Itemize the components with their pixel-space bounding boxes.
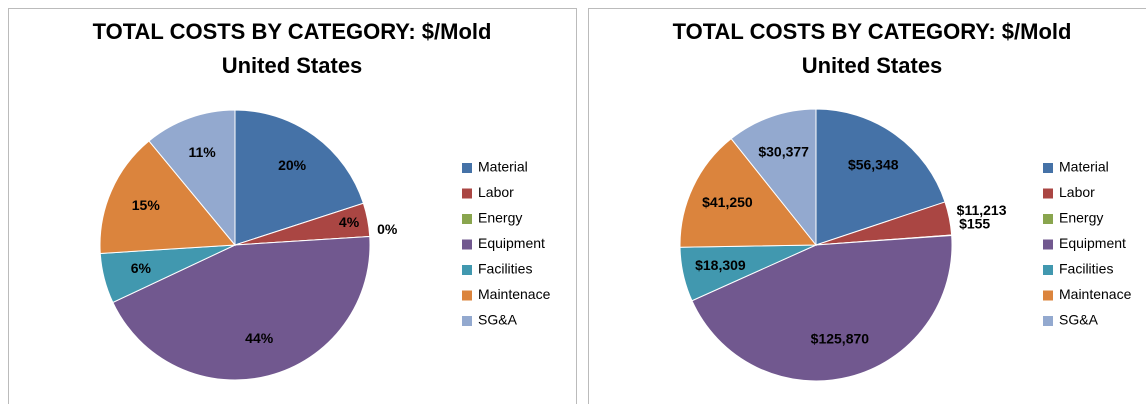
legend-label: SG&A — [1059, 312, 1099, 328]
pie-slice — [679, 137, 818, 248]
legend-label: Energy — [478, 210, 522, 226]
legend-swatch — [1043, 214, 1053, 224]
legend-swatch — [462, 214, 472, 224]
data-label: 0% — [377, 221, 398, 237]
data-label: $11,213 — [957, 202, 1007, 218]
pie-slice — [234, 109, 365, 246]
pie-slice — [815, 108, 946, 246]
legend-swatch — [462, 290, 472, 301]
legend-swatch — [1043, 188, 1053, 199]
legend-label: SG&A — [478, 312, 518, 328]
legend-label: Equipment — [1059, 235, 1126, 251]
legend-label: Energy — [1059, 210, 1103, 226]
data-label: 6% — [131, 260, 152, 276]
legend-label: Labor — [478, 184, 514, 200]
data-label: 15% — [132, 197, 161, 213]
chart-title: TOTAL COSTS BY CATEGORY: $/Mold — [93, 19, 492, 44]
legend-label: Equipment — [478, 235, 545, 251]
legend-swatch — [1043, 265, 1053, 275]
data-label: 11% — [188, 144, 216, 160]
legend-swatch — [462, 316, 472, 326]
data-label: $41,250 — [702, 194, 753, 210]
data-label: 20% — [278, 157, 307, 173]
legend-label: Maintenace — [478, 286, 551, 302]
legend-label: Maintenace — [1059, 286, 1132, 302]
legend-label: Facilities — [478, 261, 532, 277]
legend-label: Material — [1059, 159, 1109, 175]
chart-subtitle: United States — [802, 53, 943, 78]
legend-swatch — [1043, 290, 1053, 301]
legend-swatch — [1043, 316, 1053, 326]
legend-label: Labor — [1059, 184, 1095, 200]
data-label: 44% — [245, 330, 274, 346]
legend-label: Facilities — [1059, 261, 1113, 277]
data-label: 4% — [339, 214, 360, 230]
chart-subtitle: United States — [222, 53, 363, 78]
chart-title: TOTAL COSTS BY CATEGORY: $/Mold — [673, 19, 1072, 44]
pie-slice — [99, 140, 237, 255]
legend-label: Material — [478, 159, 528, 175]
data-label: $56,348 — [848, 156, 899, 172]
pie-slice — [148, 109, 236, 247]
legend-swatch — [1043, 163, 1053, 173]
legend-swatch — [462, 188, 472, 199]
data-label: $18,309 — [695, 257, 746, 273]
legend-swatch — [1043, 239, 1053, 250]
data-label: $155 — [959, 216, 990, 232]
pie-slice — [730, 108, 817, 247]
legend-swatch — [462, 265, 472, 275]
data-label: $125,870 — [811, 331, 870, 347]
legend-swatch — [462, 239, 472, 250]
legend-swatch — [462, 163, 472, 173]
data-label: $30,377 — [758, 143, 809, 159]
